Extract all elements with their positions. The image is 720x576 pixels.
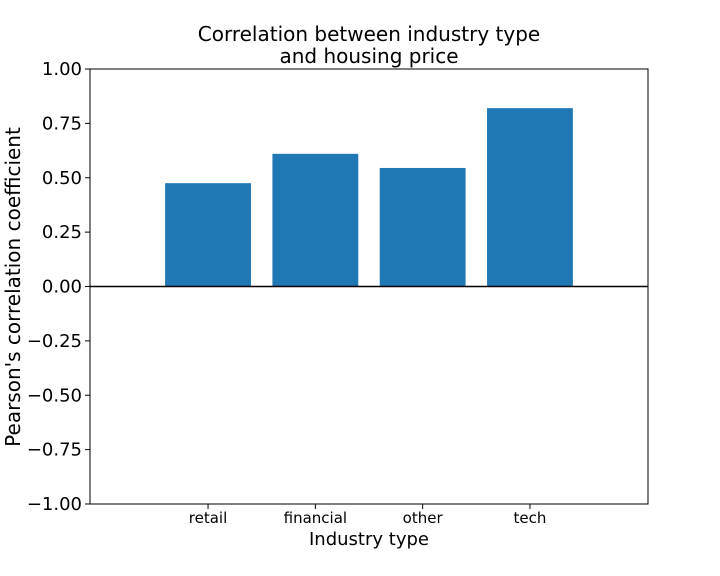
y-tick-label: −0.25 — [27, 331, 82, 352]
chart-title-line-2: and housing price — [279, 44, 458, 68]
y-tick-label: −0.75 — [27, 440, 82, 461]
bar-retail — [165, 183, 251, 287]
bars-group — [165, 108, 573, 287]
y-axis-ticks: 1.00 0.75 0.50 0.25 0.00 −0.25 −0.50 −0.75 −1.00 — [27, 59, 90, 515]
y-tick-label: 1.00 — [42, 59, 82, 80]
y-tick-label: 0.50 — [42, 168, 82, 189]
x-tick-label-financial: financial — [284, 509, 347, 527]
x-axis-label: Industry type — [309, 529, 429, 550]
bar-financial — [272, 153, 359, 287]
x-axis-ticks: retail financial other tech — [189, 504, 547, 527]
bar-tech — [487, 108, 573, 287]
y-tick-label: 0.25 — [42, 222, 82, 243]
x-tick-label-other: other — [403, 509, 444, 527]
x-tick-label-retail: retail — [189, 509, 227, 527]
y-tick-label: −0.50 — [27, 385, 82, 406]
y-tick-label: 0.75 — [42, 113, 82, 134]
bar-other — [379, 167, 466, 287]
y-tick-label: 0.00 — [42, 277, 82, 298]
chart-title-line-1: Correlation between industry type — [198, 22, 540, 46]
y-axis-label: Pearson's correlation coefficient — [1, 127, 25, 447]
y-tick-label: −1.00 — [27, 494, 82, 515]
x-tick-label-tech: tech — [514, 509, 547, 527]
